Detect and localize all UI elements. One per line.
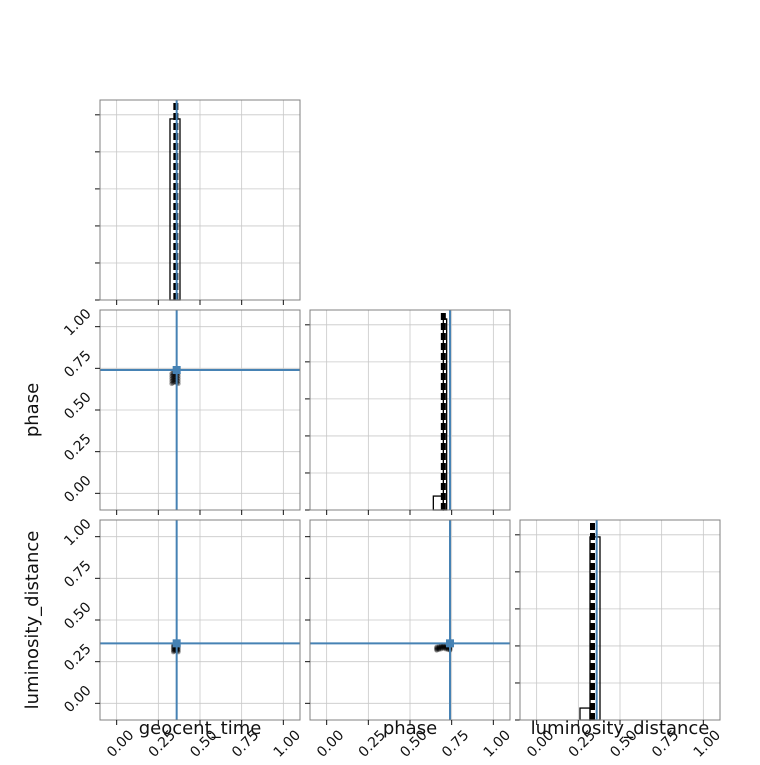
x-tick-label: 1.00 (481, 727, 514, 760)
truth-marker (172, 366, 181, 374)
sample-point (170, 380, 176, 386)
sample-point (436, 646, 442, 652)
y-tick-label: 0.00 (61, 683, 94, 716)
sample-point (436, 644, 442, 650)
y-tick-label: 0.50 (61, 389, 94, 422)
sample-point (438, 644, 444, 649)
x-tick-label: 0.00 (104, 727, 137, 760)
sample-point (438, 646, 444, 652)
sample-point (440, 643, 446, 649)
panel-geocent_time-vs-luminosity_distance (95, 519, 301, 725)
y-tick-label: 0.50 (61, 599, 94, 632)
x-axis-label-geocent_time: geocent_time (139, 718, 262, 739)
sample-point (169, 378, 175, 384)
sample-point (171, 648, 177, 654)
x-tick-label: 0.00 (314, 727, 347, 760)
sample-point (434, 644, 440, 650)
y-tick-label: 1.00 (61, 516, 94, 549)
truth-marker (446, 639, 454, 648)
sample-point (171, 377, 177, 383)
sample-point (170, 375, 176, 381)
sample-point (171, 647, 177, 653)
sample-point (436, 643, 442, 649)
x-axis-label-phase: phase (383, 718, 437, 739)
sample-point (169, 376, 175, 382)
panel-phase (305, 309, 511, 515)
sample-point (434, 647, 440, 652)
sample-point (170, 646, 176, 652)
sample-point (440, 645, 446, 651)
y-tick-label: 0.25 (61, 641, 94, 674)
panel-luminosity_distance (515, 519, 721, 725)
sample-point (436, 645, 442, 651)
sample-point (438, 644, 444, 650)
sample-point (438, 643, 444, 649)
sample-point (170, 649, 176, 655)
y-tick-label: 0.00 (61, 473, 94, 506)
y-tick-label: 0.75 (61, 558, 94, 591)
sample-point (171, 379, 177, 385)
sample-point (440, 644, 446, 650)
x-axis-label-luminosity_distance: luminosity_distance (531, 718, 710, 739)
sample-point (445, 647, 451, 653)
sample-point (434, 645, 440, 651)
truth-marker (172, 639, 181, 648)
y-tick-label: 0.25 (61, 431, 94, 464)
sample-point (438, 645, 444, 651)
sample-point (170, 378, 176, 383)
sample-point (434, 646, 440, 652)
panel-phase-vs-luminosity_distance (305, 519, 511, 725)
sample-point (170, 373, 176, 378)
sample-point (170, 647, 176, 653)
y-axis-label-phase: phase (22, 383, 43, 437)
sample-point (436, 647, 442, 653)
sample-point (169, 381, 175, 387)
sample-point (445, 646, 451, 652)
x-tick-label: 1.00 (271, 727, 304, 760)
sample-point (443, 646, 448, 652)
y-tick-label: 1.00 (61, 306, 94, 339)
sample-point (440, 645, 446, 650)
sample-point (171, 374, 177, 380)
x-tick-label: 0.75 (439, 727, 472, 760)
panel-geocent_time-vs-phase (95, 309, 301, 515)
panel-geocent_time (95, 99, 301, 305)
sample-point (434, 647, 440, 653)
y-axis-label-luminosity_distance: luminosity_distance (22, 531, 43, 710)
sample-point (169, 373, 175, 379)
y-tick-label: 0.75 (61, 348, 94, 381)
